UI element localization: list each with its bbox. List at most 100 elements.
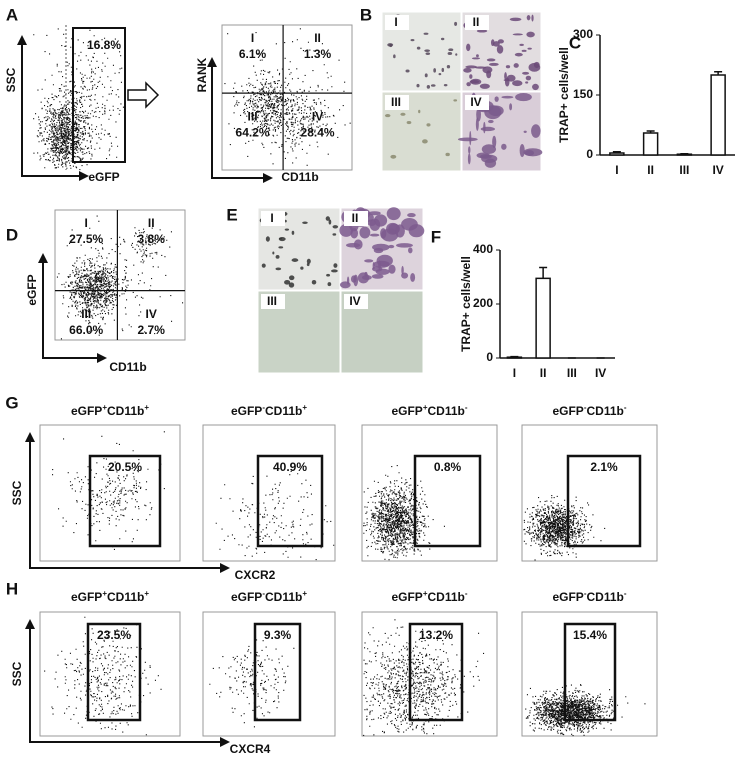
cell-blob: [457, 137, 478, 142]
cell-blob: [514, 52, 523, 57]
cell-blob: [373, 247, 384, 254]
cell-blob: [476, 54, 479, 58]
x-tick-label: I: [615, 163, 618, 177]
title-marker: eGFP: [391, 404, 422, 418]
cell-blob: [526, 31, 535, 38]
gate-pct: 0.8%: [434, 460, 462, 474]
panel-label: A: [6, 5, 18, 24]
cell-blob: [325, 216, 330, 221]
cell-blob: [512, 80, 523, 87]
title-superscript: -: [262, 403, 265, 412]
plot-title: eGFP-CD11b-: [552, 403, 626, 419]
cell-blob: [509, 103, 513, 111]
quadrant-pct: 66.0%: [69, 323, 103, 337]
image-label-box: [465, 15, 489, 30]
cell-blob: [532, 83, 539, 91]
quadrant-pct: 64.2%: [236, 125, 270, 139]
title-superscript: -: [624, 403, 627, 412]
y-tick-label: 400: [473, 242, 493, 256]
cell-blob: [480, 126, 496, 132]
flow-dots: [363, 465, 445, 561]
cell-blob: [505, 65, 511, 69]
hollow-arrow: [127, 81, 160, 109]
plot-title: eGFP-CD11b+: [231, 589, 307, 605]
gate: [253, 622, 302, 722]
cell-blob: [430, 84, 436, 87]
cell-blob: [525, 75, 532, 81]
image-label-box: [465, 95, 489, 110]
bar: [609, 152, 625, 156]
x-axis-label: eGFP: [88, 170, 119, 184]
title-superscript: +: [302, 403, 307, 412]
cell-blob: [405, 69, 410, 73]
cell-blob: [291, 230, 295, 235]
cell-blob: [272, 251, 275, 255]
cell-blob: [440, 37, 445, 41]
x-axis-label: CD11b: [109, 360, 146, 374]
cell-blob: [424, 73, 428, 78]
cell-blob: [406, 120, 412, 125]
error-bar: [612, 151, 621, 153]
cell-blob: [492, 41, 500, 47]
panel-label: E: [226, 205, 237, 224]
title-marker: eGFP: [391, 590, 422, 604]
gate-pct: 40.9%: [273, 460, 307, 474]
cell-blob: [369, 233, 380, 237]
cell-blob: [492, 135, 497, 149]
cell-blob: [465, 65, 478, 69]
image-label-box: [385, 15, 409, 30]
cell-blob: [467, 153, 471, 165]
cell-blob: [438, 72, 442, 76]
x-tick-label: IV: [595, 366, 606, 380]
cell-blob: [423, 32, 429, 35]
image-label-box: [261, 294, 285, 309]
gate-pct: 23.5%: [97, 628, 131, 642]
panel-label: F: [431, 227, 441, 246]
title-superscript: +: [302, 589, 307, 598]
cell-blob: [501, 143, 507, 150]
title-superscript: -: [584, 403, 587, 412]
quadrant-id: II: [148, 216, 155, 230]
title-superscript: +: [423, 403, 428, 412]
cell-blob: [284, 228, 290, 231]
cell-blob: [526, 15, 531, 21]
cell-blob: [524, 149, 535, 156]
gate: [563, 622, 617, 722]
gate-pct: 9.3%: [264, 628, 292, 642]
x-tick-label: III: [679, 163, 689, 177]
cell-blob: [426, 84, 431, 89]
cell-blob: [353, 239, 363, 250]
quadrant-pct: 3.8%: [138, 232, 166, 246]
gate: [566, 454, 642, 548]
title-marker: eGFP: [71, 404, 102, 418]
image-label: III: [391, 95, 401, 109]
cell-blob: [470, 78, 482, 85]
cell-blob: [396, 243, 413, 248]
title-marker: CD11b: [107, 590, 144, 604]
plot-title: eGFP-CD11b-: [552, 589, 626, 605]
gate-pct: 20.5%: [108, 460, 142, 474]
cell-blob: [466, 82, 471, 87]
plot-title: eGFP+CD11b+: [71, 589, 149, 605]
axis-arrow: [25, 432, 230, 573]
cell-blob: [519, 43, 524, 47]
cell-blob: [302, 221, 308, 224]
quadrant-id: II: [314, 31, 321, 45]
cell-blob: [525, 81, 529, 84]
cell-blob: [486, 58, 496, 62]
cell-blob: [339, 281, 351, 289]
cell-blob: [489, 62, 499, 66]
title-marker: CD11b: [265, 590, 302, 604]
cell-blob: [275, 255, 280, 259]
flow-dots: [525, 684, 646, 737]
plot-title: eGFP+CD11b-: [391, 589, 467, 605]
cell-blob: [455, 53, 458, 56]
cell-blob: [453, 99, 458, 102]
quadrant-pct: 6.1%: [239, 47, 267, 61]
x-tick-label: I: [513, 366, 516, 380]
panel-label: G: [5, 393, 18, 412]
cell-blob: [469, 74, 473, 79]
cell-blob: [433, 68, 437, 73]
image-label: IV: [470, 95, 481, 109]
cell-blob: [306, 258, 311, 264]
